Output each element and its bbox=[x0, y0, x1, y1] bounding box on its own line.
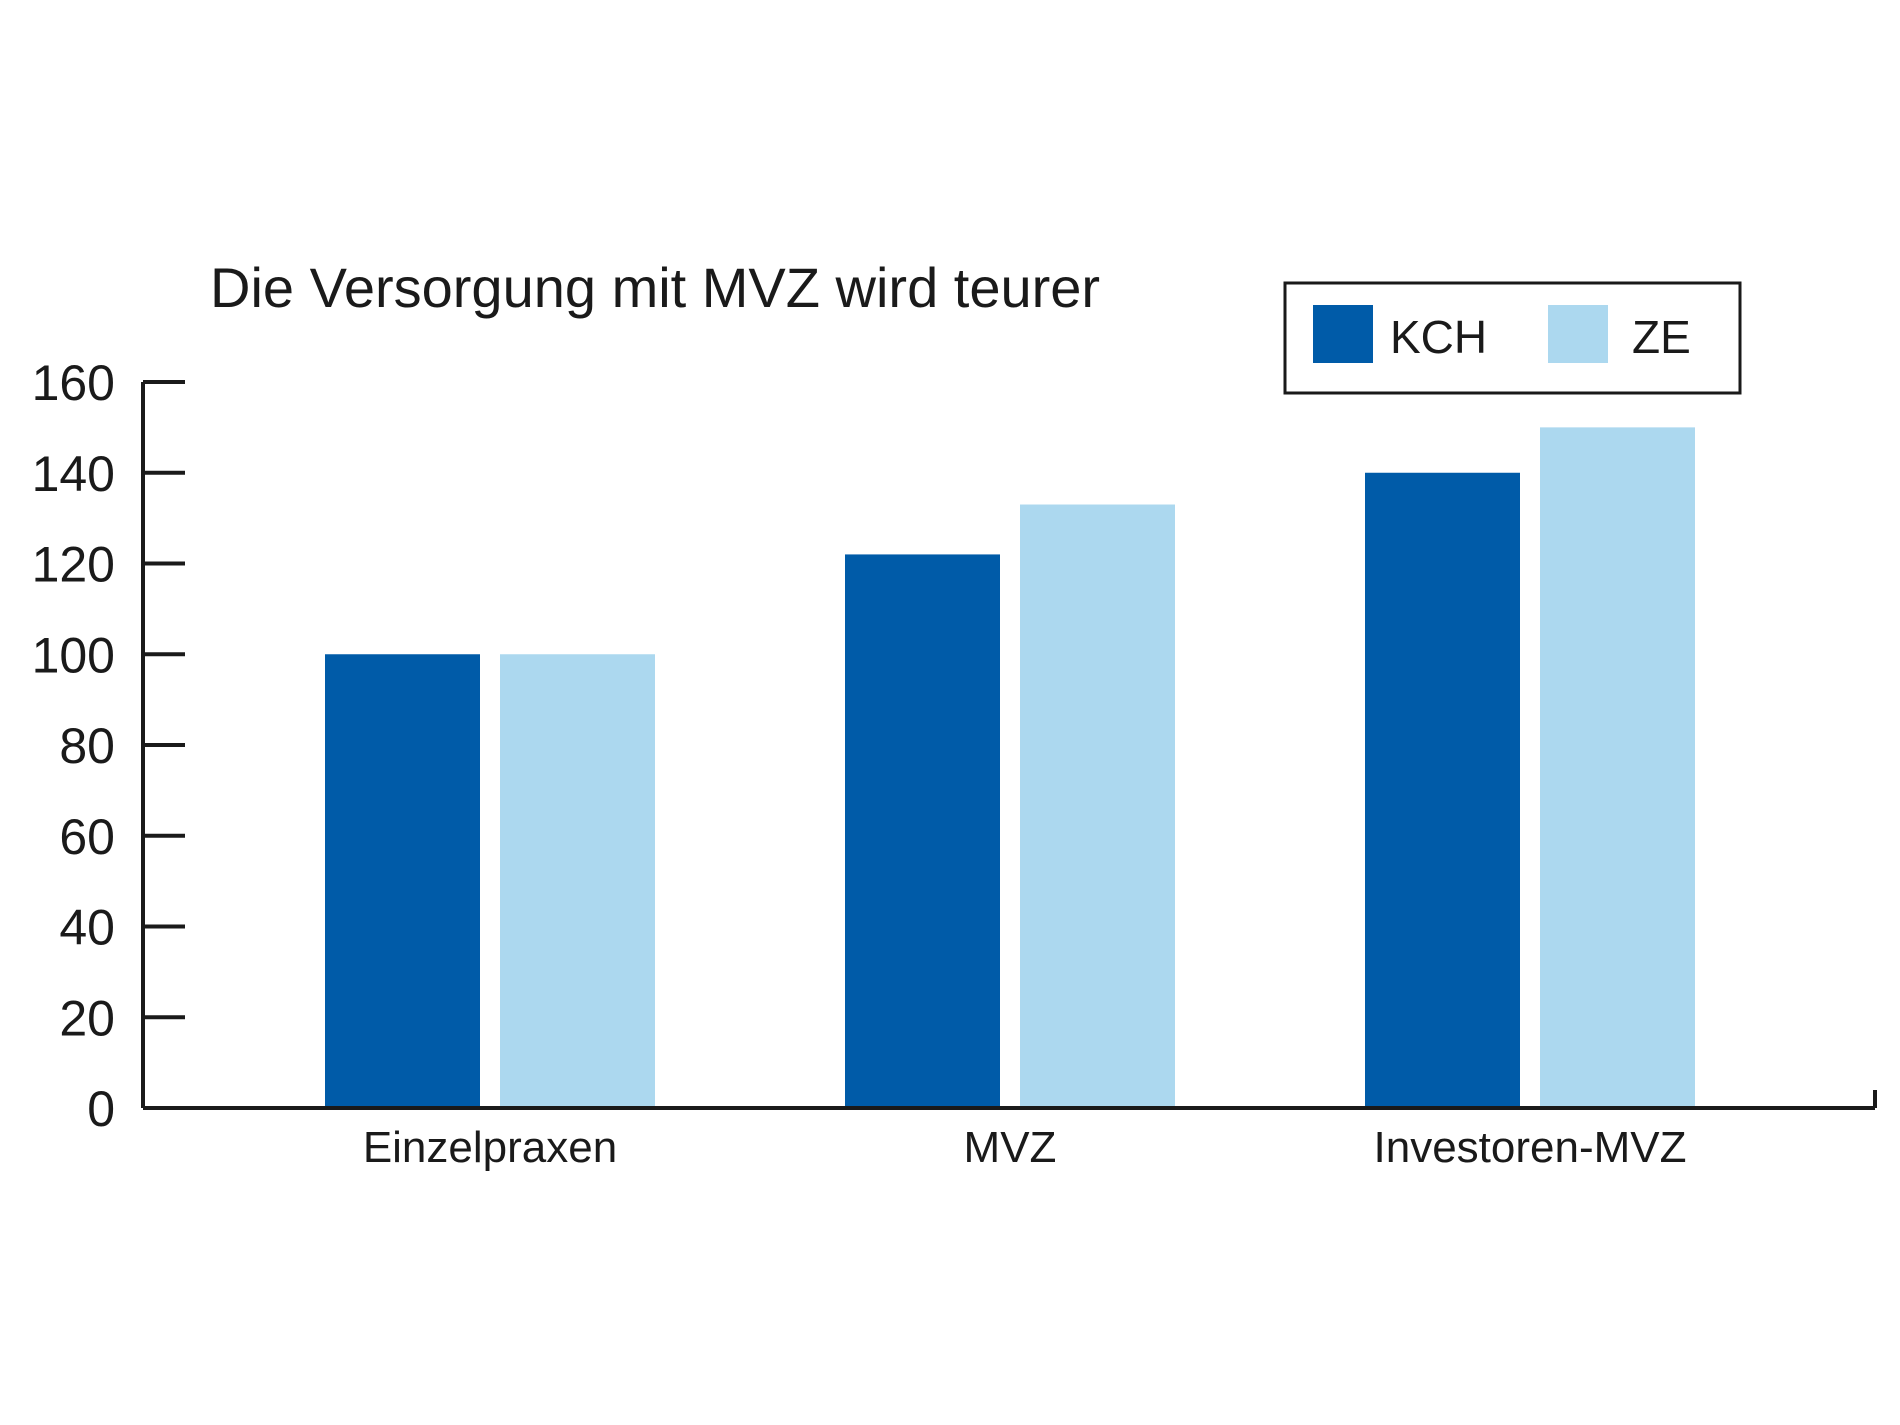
y-tick-label: 0 bbox=[87, 1081, 115, 1137]
bar-ze-investoren-mvz bbox=[1540, 427, 1695, 1108]
bar-ze-einzelpraxen bbox=[500, 654, 655, 1108]
bar-ze-mvz bbox=[1020, 504, 1175, 1108]
y-tick-label: 60 bbox=[59, 809, 115, 865]
y-axis: 0 20 40 60 80 100 120 140 160 bbox=[32, 355, 185, 1137]
legend-swatch-ze bbox=[1548, 305, 1608, 363]
bar-kch-einzelpraxen bbox=[325, 654, 480, 1108]
legend-label-kch: KCH bbox=[1390, 311, 1487, 363]
x-category-label: Investoren-MVZ bbox=[1374, 1123, 1687, 1172]
bar-kch-investoren-mvz bbox=[1365, 472, 1520, 1108]
legend-swatch-kch bbox=[1313, 305, 1373, 363]
y-tick-label: 140 bbox=[32, 446, 115, 502]
x-axis: Einzelpraxen MVZ Investoren-MVZ bbox=[143, 1090, 1877, 1172]
legend: KCH ZE bbox=[1283, 281, 1742, 395]
y-tick-label: 120 bbox=[32, 537, 115, 593]
y-tick-label: 100 bbox=[32, 627, 115, 683]
bar-kch-mvz bbox=[845, 554, 1000, 1108]
y-tick-label: 80 bbox=[59, 718, 115, 774]
x-category-label: Einzelpraxen bbox=[363, 1123, 617, 1172]
legend-label-ze: ZE bbox=[1632, 311, 1691, 363]
y-tick-label: 20 bbox=[59, 990, 115, 1046]
y-tick-label: 160 bbox=[32, 355, 115, 411]
y-tick-label: 40 bbox=[59, 900, 115, 956]
x-category-label: MVZ bbox=[964, 1123, 1057, 1172]
chart-title: Die Versorgung mit MVZ wird teurer bbox=[210, 256, 1100, 319]
bar-group bbox=[325, 427, 1695, 1108]
